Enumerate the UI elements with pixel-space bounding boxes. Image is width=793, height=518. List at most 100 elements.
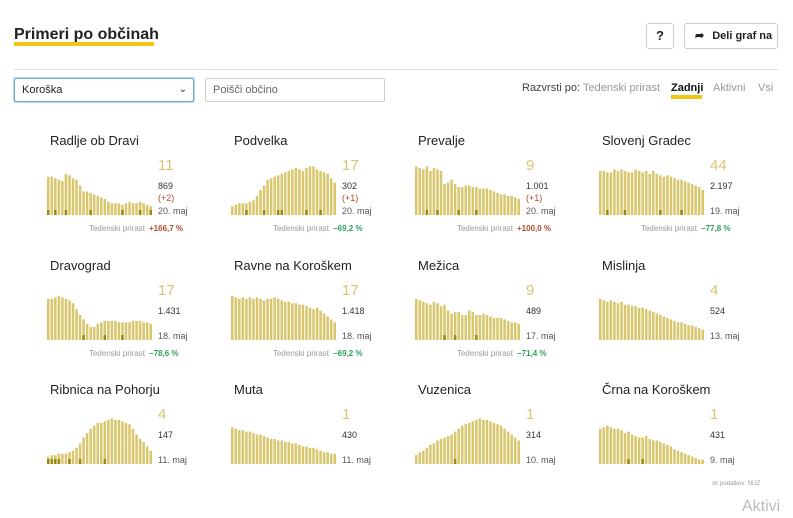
chart-bar-highlight bbox=[68, 459, 71, 464]
chart-bar bbox=[623, 433, 627, 464]
chart-bar bbox=[446, 310, 450, 340]
chart-bar bbox=[128, 322, 131, 340]
share-button-label: Deli graf na bbox=[712, 30, 773, 42]
sort-option-tedenski[interactable]: Tedenski prirast bbox=[583, 82, 661, 94]
chart-bar bbox=[513, 437, 517, 464]
chart-bar bbox=[255, 434, 259, 464]
total-value: 2.197 bbox=[710, 181, 733, 191]
chart-bar bbox=[489, 316, 492, 340]
chart-bar bbox=[107, 201, 110, 215]
chart-bar bbox=[78, 315, 82, 340]
chart-bar bbox=[609, 300, 613, 340]
chart-bar bbox=[301, 170, 305, 215]
chart-bar bbox=[114, 419, 117, 464]
region-select[interactable]: Koroška ⌄ bbox=[14, 78, 194, 102]
chart-bar bbox=[57, 179, 61, 215]
chart-bar bbox=[620, 301, 623, 340]
total-value: 302 bbox=[342, 181, 358, 191]
chart-bar-highlight bbox=[57, 459, 61, 464]
chart-bar bbox=[273, 176, 276, 215]
chart-bar-highlight bbox=[121, 210, 124, 215]
chart-bar bbox=[131, 428, 135, 464]
trend-label: Tedenski prirast bbox=[456, 349, 513, 358]
chart-bar bbox=[680, 452, 683, 464]
sort-option-zadnji[interactable]: Zadnji bbox=[671, 82, 704, 94]
chart-bar-highlight bbox=[680, 210, 683, 215]
chart-bar bbox=[57, 295, 61, 340]
chart-bar bbox=[517, 440, 521, 464]
sort-option-vsi[interactable]: Vsi bbox=[758, 82, 774, 94]
latest-value: 17 bbox=[342, 282, 359, 299]
latest-value: 1 bbox=[710, 406, 719, 423]
chart-bar bbox=[107, 419, 110, 464]
chart-bar bbox=[89, 428, 92, 464]
chart-bar bbox=[280, 440, 284, 464]
chart-bar bbox=[496, 192, 499, 215]
chart-bar bbox=[308, 166, 312, 215]
chart-bar bbox=[103, 198, 107, 215]
chart-bar bbox=[142, 203, 145, 215]
last-date: 13. maj bbox=[710, 331, 740, 341]
chart-bar bbox=[662, 316, 666, 340]
chart-bar bbox=[131, 320, 135, 340]
page-title: Primeri po občinah bbox=[14, 26, 159, 43]
chart-bar bbox=[329, 319, 333, 340]
chart-bar bbox=[287, 301, 291, 340]
municipality-search-input[interactable]: Poišči občino bbox=[205, 78, 385, 102]
daily-delta: (+1) bbox=[526, 193, 543, 203]
chart-bar bbox=[662, 443, 666, 464]
chart-bar bbox=[606, 172, 609, 215]
chart-bar bbox=[418, 452, 422, 464]
chart-bar bbox=[422, 301, 425, 340]
chart-bar bbox=[687, 455, 690, 464]
help-button[interactable]: ? bbox=[646, 23, 674, 49]
chart-bar bbox=[298, 444, 301, 464]
chart-bar bbox=[68, 175, 71, 215]
chart-bar bbox=[422, 450, 425, 464]
chart-bar bbox=[121, 204, 124, 215]
chart-bar bbox=[100, 197, 103, 215]
chart-bar bbox=[425, 447, 429, 464]
chart-bar bbox=[276, 175, 280, 215]
weekly-trend: −69,2 % bbox=[333, 224, 363, 233]
chart-bar bbox=[429, 304, 432, 340]
chart-bar bbox=[92, 326, 96, 340]
chart-bar bbox=[652, 170, 655, 215]
chart-bar bbox=[276, 440, 280, 464]
chart-bar bbox=[305, 306, 308, 340]
chart-bar bbox=[687, 182, 690, 215]
chart-bar bbox=[64, 298, 68, 340]
chart-bar bbox=[284, 441, 287, 464]
chart-bar-highlight bbox=[50, 459, 54, 464]
chart-bar-highlight bbox=[245, 210, 248, 215]
chart-bar-highlight bbox=[47, 459, 50, 464]
chart-bar-highlight bbox=[606, 210, 609, 215]
municipality-bar-chart bbox=[231, 427, 337, 464]
chart-bar bbox=[252, 433, 255, 464]
chart-bar bbox=[641, 307, 644, 340]
latest-value: 44 bbox=[710, 157, 727, 174]
chart-bar bbox=[135, 203, 138, 215]
municipality-bar-chart bbox=[599, 169, 705, 215]
chart-bar bbox=[616, 303, 620, 340]
chart-bar bbox=[82, 319, 85, 340]
latest-value: 4 bbox=[158, 406, 167, 423]
chart-bar bbox=[443, 184, 446, 215]
chart-bar bbox=[468, 185, 471, 215]
chart-bar-highlight bbox=[64, 210, 68, 215]
municipality-bar-chart bbox=[47, 173, 153, 215]
chart-bar bbox=[687, 325, 690, 340]
chart-bar bbox=[312, 447, 315, 464]
last-date: 19. maj bbox=[710, 206, 740, 216]
chart-bar bbox=[284, 172, 287, 215]
chart-bar bbox=[75, 309, 78, 340]
last-date: 20. maj bbox=[158, 206, 188, 216]
chart-bar bbox=[432, 301, 436, 340]
share-button[interactable]: ➦ Deli graf na bbox=[684, 23, 778, 49]
sort-option-aktivni[interactable]: Aktivni bbox=[713, 82, 746, 94]
chart-bar bbox=[78, 185, 82, 215]
chart-bar bbox=[333, 182, 337, 215]
chart-bar bbox=[503, 428, 506, 464]
last-date: 10. maj bbox=[526, 455, 556, 465]
last-date: 18. maj bbox=[158, 331, 188, 341]
